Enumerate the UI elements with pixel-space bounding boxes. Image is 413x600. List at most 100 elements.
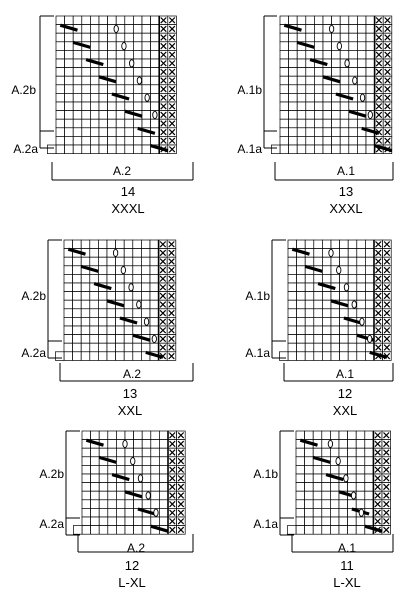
chart-cell (107, 136, 117, 146)
cross-stitch-icon (383, 457, 390, 465)
cross-stitch-icon (159, 266, 167, 274)
chart-cell (141, 110, 151, 120)
chart-cell (81, 144, 91, 154)
chart-cell (81, 50, 91, 60)
chart-cell (150, 136, 160, 146)
chart-cell (314, 101, 324, 111)
chart-cell (149, 299, 159, 310)
chart-cell (339, 334, 349, 344)
chart-cell (149, 274, 159, 284)
chart-cell (356, 351, 366, 361)
chart-cell (304, 256, 315, 267)
chart-cell (98, 118, 108, 129)
cross-stitch-icon (169, 483, 176, 491)
chart-cell (288, 67, 298, 77)
chart-grid (271, 15, 393, 154)
chart-cell (98, 334, 108, 344)
chart-cell (287, 325, 297, 335)
chart-cell (296, 50, 307, 60)
slash-decrease-icon (137, 126, 156, 135)
chart-cell (72, 299, 82, 310)
chart-cell (133, 136, 143, 146)
chart-cell (271, 144, 281, 154)
cross-stitch-icon (160, 42, 167, 50)
chart-cell (330, 516, 340, 526)
chart-cell (331, 101, 341, 111)
cross-stitch-icon (383, 258, 391, 265)
chart-cell (355, 456, 366, 466)
chart-cell (124, 101, 134, 111)
yarn-over-icon (328, 24, 335, 33)
cross-stitch-icon (374, 440, 381, 448)
chart-cell (321, 465, 331, 475)
chart-cell (63, 342, 73, 353)
chart-cell (330, 325, 340, 335)
chart-cell (314, 75, 324, 86)
chart-cell (80, 282, 91, 292)
chart-cell (149, 256, 159, 267)
cross-stitch-icon (375, 120, 383, 127)
chart-cell (106, 308, 116, 318)
chart-cell (98, 67, 108, 77)
cross-stitch-icon (168, 327, 175, 334)
chart-cell (347, 282, 358, 292)
chart-cell (356, 282, 366, 292)
cross-stitch-icon (169, 449, 176, 456)
chart-cell (81, 508, 91, 518)
chart-grid (73, 430, 186, 535)
chart-cell (330, 274, 340, 284)
chart-cell (296, 256, 306, 267)
chart-cell (339, 144, 350, 154)
cross-stitch-icon (375, 301, 382, 308)
cross-stitch-icon (375, 111, 383, 119)
chart-cell (305, 118, 315, 129)
chart-cell (72, 15, 83, 25)
chart-cell (365, 256, 375, 267)
chart-cell (295, 456, 305, 466)
chart-cell (339, 84, 350, 94)
chart-cell (115, 136, 126, 146)
chart-cell (150, 482, 160, 492)
chart-cell (322, 265, 332, 275)
chart-cell (339, 32, 350, 43)
chart-cell (98, 490, 109, 501)
chart-cell (141, 516, 152, 526)
chart-cell (296, 334, 306, 344)
chart-cell (55, 75, 65, 86)
chart-cell (64, 67, 74, 77)
chart-cell (115, 239, 125, 249)
chart-cell (348, 136, 358, 146)
chart-cell (347, 248, 358, 258)
chart-cell (339, 118, 350, 129)
chart-cell (365, 101, 375, 111)
chart-cell (365, 41, 375, 51)
yarn-over-icon (343, 283, 350, 292)
chart-cell (115, 50, 126, 60)
cross-stitch-icon (159, 249, 167, 257)
chart-cell (64, 41, 74, 51)
cross-stitch-icon (177, 483, 185, 491)
chart-cell (72, 325, 82, 335)
cross-stitch-icon (169, 500, 176, 508)
chart-cell (288, 144, 298, 154)
chart-cell (123, 334, 134, 344)
cross-stitch-icon (383, 301, 391, 308)
chart-cell (321, 516, 331, 526)
chart-cell (98, 93, 108, 103)
chart-cell (106, 334, 116, 344)
chart-cell (356, 325, 366, 335)
chart-cell (141, 274, 151, 284)
cross-stitch-icon (160, 128, 167, 136)
chart-cell (98, 447, 109, 458)
chart-cell (288, 101, 298, 111)
chart-cell (322, 239, 332, 249)
chart-cell (287, 299, 297, 310)
chart-cell (287, 308, 297, 318)
chart-cell (107, 127, 117, 137)
chart-cell (339, 308, 349, 318)
cross-stitch-icon (384, 103, 391, 110)
yarn-over-icon (120, 266, 126, 275)
slash-decrease-icon (72, 40, 91, 49)
chart-cell (115, 84, 126, 94)
